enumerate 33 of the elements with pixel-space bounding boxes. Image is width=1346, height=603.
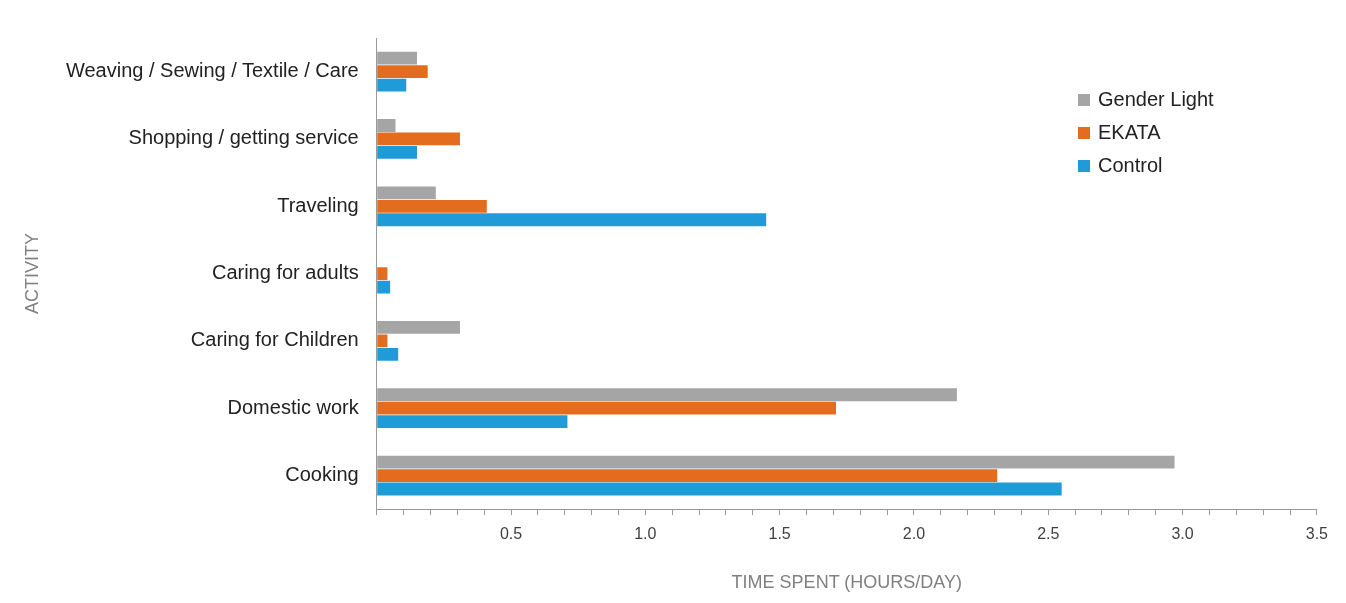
bar — [377, 280, 391, 294]
y-tick-label: Domestic work — [227, 395, 360, 418]
bar — [377, 469, 998, 482]
x-axis-title: TIME SPENT (HOURS/DAY) — [731, 572, 962, 593]
y-axis-title: ACTIVITY — [21, 233, 42, 315]
bar — [377, 199, 487, 213]
legend-label: EKATA — [1098, 121, 1161, 144]
x-tick-label: 1.0 — [634, 525, 657, 543]
y-tick-label: Caring for adults — [211, 261, 359, 284]
x-tick-label: 2.5 — [1037, 525, 1060, 543]
x-tick-label: 1.5 — [768, 525, 791, 543]
bar — [377, 482, 1062, 496]
x-tick-label: 2.0 — [902, 525, 926, 543]
bar — [377, 78, 407, 92]
y-tick-label: Traveling — [277, 193, 359, 216]
bar — [377, 347, 399, 361]
y-tick-label: Weaving / Sewing / Textile / Care — [65, 59, 359, 82]
x-tick-label: 0.5 — [499, 525, 523, 543]
bar — [377, 401, 837, 415]
x-tick-label: 3.0 — [1171, 525, 1194, 543]
bar — [377, 132, 460, 146]
legend-label: Control — [1098, 154, 1163, 177]
bar — [377, 213, 767, 227]
y-tick-label: Cooking — [285, 463, 359, 486]
bar — [377, 415, 568, 429]
x-tick-label: 3.5 — [1305, 525, 1329, 543]
bar — [377, 267, 388, 280]
y-tick-label: Shopping / getting service — [128, 126, 359, 149]
bar — [377, 65, 428, 79]
y-tick-label: Caring for Children — [190, 328, 359, 351]
bar — [377, 146, 417, 159]
legend-label: Gender Light — [1098, 88, 1214, 111]
bar — [377, 334, 388, 348]
